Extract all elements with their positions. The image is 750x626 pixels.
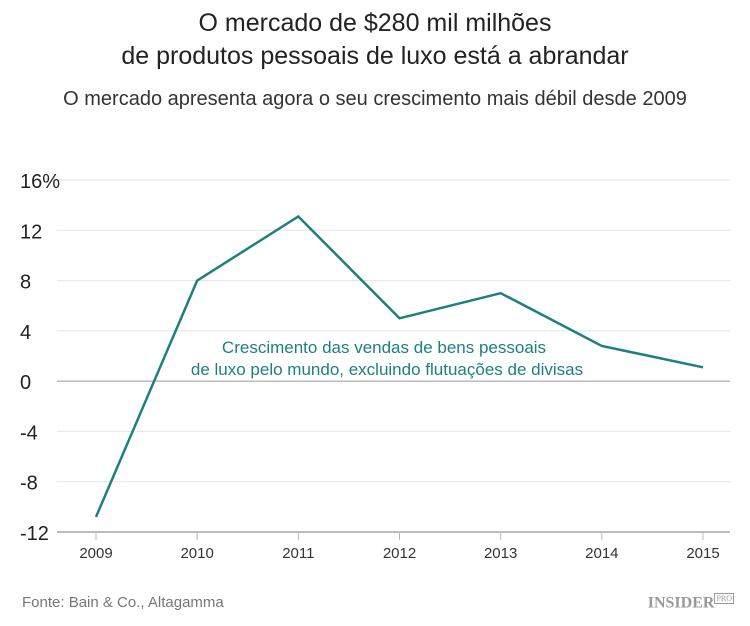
y-tick-label: -12 — [20, 523, 49, 545]
x-tick-label: 2013 — [484, 545, 517, 562]
y-tick-label: -4 — [20, 422, 38, 444]
series-annotation: Crescimento das vendas de bens pessoais — [222, 338, 546, 357]
logo-sup: PRO — [714, 593, 734, 604]
x-tick-label: 2010 — [180, 545, 213, 562]
y-tick-label: 4 — [20, 322, 31, 344]
y-tick-label: 8 — [20, 272, 31, 294]
x-tick-label: 2015 — [686, 545, 719, 562]
y-tick-label: 12 — [20, 221, 42, 243]
x-tick-label: 2011 — [282, 545, 314, 562]
y-tick-label: -8 — [20, 473, 38, 495]
insider-pro-logo: INSIDER PRO — [647, 593, 734, 612]
series-annotation: de luxo pelo mundo, excluindo flutuações… — [191, 360, 583, 379]
x-tick-label: 2014 — [585, 545, 618, 562]
x-tick-label: 2009 — [79, 545, 112, 562]
y-tick-label: 16% — [20, 171, 60, 193]
chart-title-line-2: de produtos pessoais de luxo está a abra… — [121, 42, 629, 70]
source-note: Fonte: Bain & Co., Altagamma — [22, 594, 224, 611]
y-tick-label: 0 — [20, 372, 31, 394]
logo-main: INSIDER — [647, 594, 715, 612]
chart-title-line-1: O mercado de $280 mil milhões — [198, 9, 552, 37]
x-tick-label: 2012 — [383, 545, 416, 562]
chart-subtitle: O mercado apresenta agora o seu crescime… — [63, 88, 687, 110]
